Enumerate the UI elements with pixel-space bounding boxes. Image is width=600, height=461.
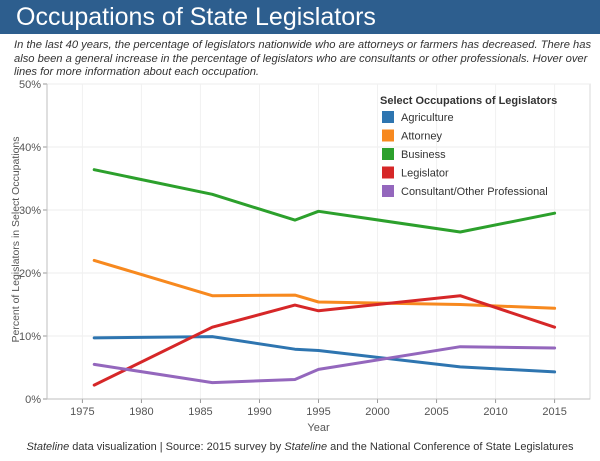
legend-label-attorney: Attorney [401, 131, 442, 143]
legend-label-legislator: Legislator [401, 168, 449, 180]
series-line-attorney [92, 258, 557, 310]
x-tick-label: 2005 [424, 406, 448, 418]
x-tick-label: 2015 [542, 406, 566, 418]
legend-title: Select Occupations of Legislators [380, 95, 557, 107]
y-tick-label: 30% [19, 205, 41, 217]
legend-swatch-consultant-other-professional [382, 185, 394, 197]
x-tick-label: 1985 [188, 406, 212, 418]
series-line-legislator [92, 294, 557, 387]
footer-brand: Stateline [26, 441, 70, 453]
series-line-agriculture [92, 335, 557, 374]
title-bar: Occupations of State Legislators [0, 0, 600, 34]
legend-swatch-legislator [382, 166, 394, 179]
x-axis-label: Year [307, 422, 330, 434]
page-title: Occupations of State Legislators [16, 3, 376, 31]
legend-label-business: Business [401, 149, 446, 161]
series-line-business [92, 168, 557, 234]
x-tick-label: 1995 [306, 406, 330, 418]
x-tick-label: 1975 [70, 406, 94, 418]
x-tick-label: 1990 [247, 406, 271, 418]
footer-source: Stateline data visualization | Source: 2… [0, 441, 600, 453]
y-tick-label: 0% [25, 394, 41, 406]
footer-text: data visualization | Source: 2015 survey… [69, 441, 285, 453]
y-axis-label: Percent of Legislators in Select Occupat… [10, 136, 22, 342]
y-tick-label: 40% [19, 142, 41, 154]
legend-label-agriculture: Agriculture [401, 112, 454, 124]
x-tick-label: 2010 [483, 406, 507, 418]
footer-text-2: and the National Conference of State Leg… [327, 441, 574, 453]
y-tick-label: 50% [19, 79, 41, 91]
legend-label-consultant-other-professional: Consultant/Other Professional [401, 186, 548, 198]
chart-description: In the last 40 years, the percentage of … [14, 39, 592, 79]
axes: 0% 10% 20% 30% 40% 50% 1975 1980 1985 1990 1995 200… [10, 79, 590, 434]
series-line-consultant-other-professional [92, 345, 557, 385]
legend-swatch-attorney [382, 129, 394, 142]
footer-brand-2: Stateline [284, 441, 328, 453]
y-tick-label: 10% [19, 331, 41, 343]
x-tick-label: 1980 [129, 406, 153, 418]
series-lines [92, 168, 557, 387]
x-tick-label: 2000 [365, 406, 389, 418]
y-tick-label: 20% [19, 268, 41, 280]
legend-swatch-business [382, 148, 394, 160]
legend: Select Occupations of Legislators Agricul… [380, 95, 557, 198]
legend-swatch-agriculture [382, 111, 394, 123]
